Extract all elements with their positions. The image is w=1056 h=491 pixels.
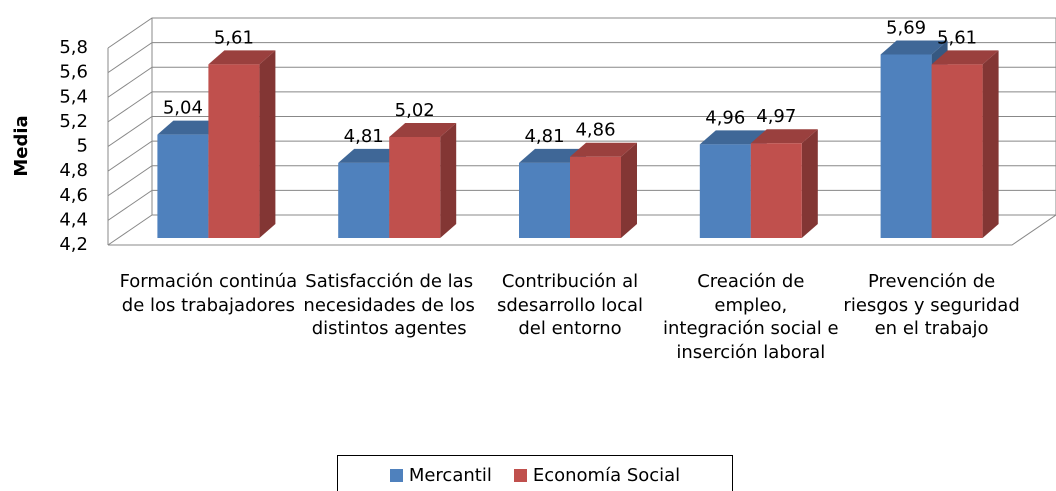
x-tick-label: Formación continúa de los trabajadores [119,271,298,316]
value-label: 5,02 [395,100,435,121]
legend-item: Mercantil [389,464,492,486]
bar-side [801,129,818,238]
value-label: 5,04 [163,98,203,119]
bar [750,129,818,238]
legend-swatch [389,468,403,482]
y-tick-label: 4,8 [59,160,88,181]
bar-top [880,40,948,55]
y-tick-label: 4,2 [59,234,88,255]
bar-top [570,142,637,157]
bar-front [570,156,621,238]
bar-front [157,134,209,238]
legend-swatch [513,468,527,482]
bar-front [750,143,802,238]
value-label: 4,86 [575,120,615,141]
x-tick-label: Contribución al sdesarrollo local del en… [496,271,644,339]
y-tick-label: 5,8 [59,37,88,58]
bar-top [699,130,767,145]
bar-front [389,137,441,238]
bar [208,50,276,238]
bar-front [699,144,751,238]
bar-side [440,123,457,238]
bar-top [389,123,457,138]
bar-front [208,64,260,238]
bar-side [621,142,637,238]
value-label: 4,81 [344,126,384,147]
value-label: 5,61 [214,27,254,48]
x-tick-label: Creación de empleo, integración social e… [663,271,839,363]
legend: Mercantil Economía Social [337,455,733,491]
legend-label: Economía Social [532,464,681,486]
value-label: 5,61 [937,27,977,48]
bar-side [982,50,999,238]
value-label: 5,69 [886,18,926,39]
bar-top [931,50,999,65]
y-tick-label: 4,4 [59,209,88,230]
y-tick-label: 5 [77,136,88,157]
bar-front [338,162,390,238]
y-axis-label: Media [11,115,32,176]
legend-item: Economía Social [513,464,681,486]
bar-front [931,64,983,238]
bar [389,123,457,238]
bar-top [157,120,225,135]
y-tick-label: 5,4 [59,86,88,107]
bar-front [519,162,570,238]
x-tick-label: Satisfacción de las necesidades de los d… [303,271,475,339]
bar-top [208,50,276,65]
legend-label: Mercantil [408,464,492,486]
y-tick-label: 5,6 [59,62,88,83]
bar [570,142,637,238]
y-tick-label: 4,6 [59,185,88,206]
bar-top [338,148,406,163]
y-tick-label: 5,2 [59,111,88,132]
value-label: 4,96 [705,107,745,128]
bar [931,50,999,238]
x-tick-label: Prevención de riesgos y seguridad en el … [843,271,1020,339]
value-label: 4,97 [756,106,796,127]
bar-side [259,50,276,238]
bar-top [750,129,818,144]
bar-top [519,148,586,163]
bar-front [880,54,932,239]
value-label: 4,81 [524,126,564,147]
